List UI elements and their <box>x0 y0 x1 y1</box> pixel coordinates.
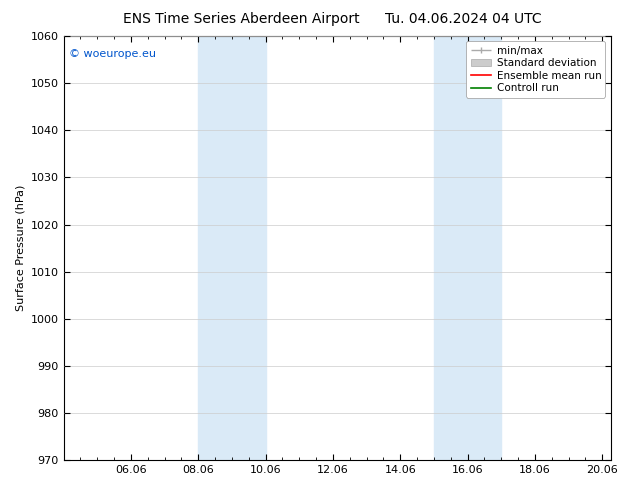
Legend: min/max, Standard deviation, Ensemble mean run, Controll run: min/max, Standard deviation, Ensemble me… <box>467 41 605 98</box>
Bar <box>198 36 232 460</box>
Bar <box>468 36 501 460</box>
Y-axis label: Surface Pressure (hPa): Surface Pressure (hPa) <box>15 185 25 311</box>
Text: © woeurope.eu: © woeurope.eu <box>69 49 156 59</box>
Bar <box>434 36 468 460</box>
Text: Tu. 04.06.2024 04 UTC: Tu. 04.06.2024 04 UTC <box>384 12 541 26</box>
Bar <box>232 36 266 460</box>
Text: ENS Time Series Aberdeen Airport: ENS Time Series Aberdeen Airport <box>122 12 359 26</box>
